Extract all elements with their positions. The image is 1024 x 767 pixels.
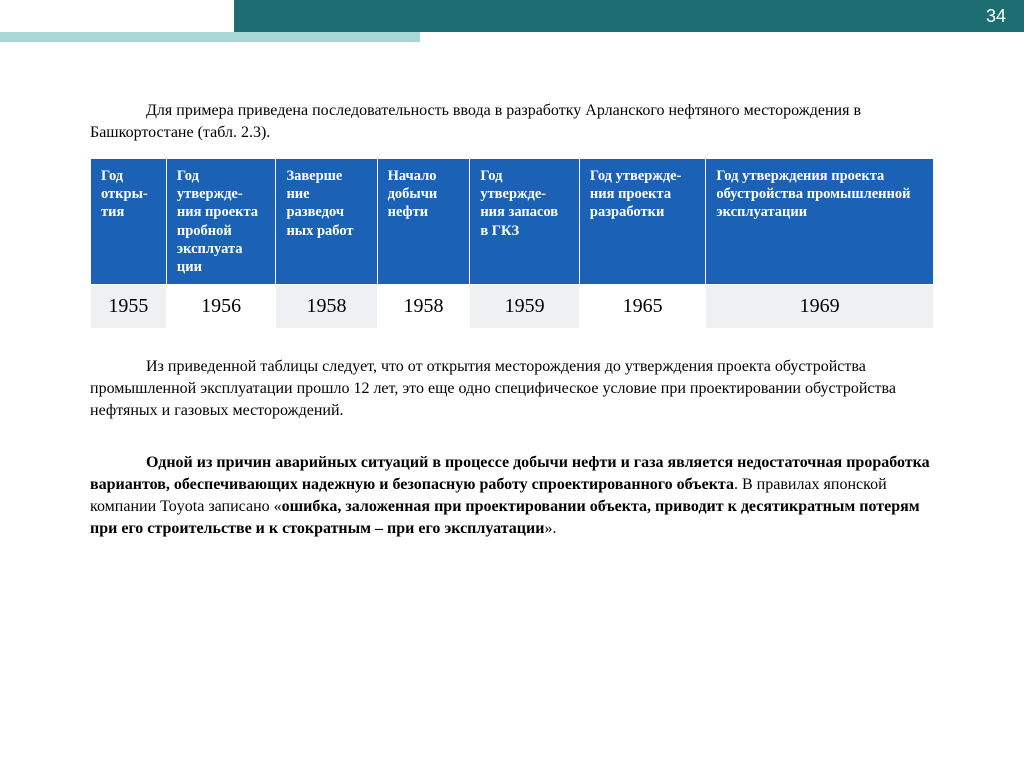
col-header-4: Год утвержде-ния запасов в ГКЗ bbox=[470, 159, 580, 285]
col-header-2: Заверше ние разведоч ных работ bbox=[276, 159, 377, 285]
col-header-5: Год утвержде-ния проекта разработки bbox=[579, 159, 705, 285]
cell-0-3: 1958 bbox=[377, 284, 470, 328]
cell-0-6: 1969 bbox=[706, 284, 934, 328]
paragraph-intro: Для примера приведена последовательность… bbox=[90, 100, 934, 144]
page-content: Для примера приведена последовательность… bbox=[90, 100, 934, 548]
header-light-strip bbox=[0, 32, 420, 42]
cell-0-0: 1955 bbox=[91, 284, 167, 328]
cell-0-2: 1958 bbox=[276, 284, 377, 328]
col-header-1: Год утвержде-ния проекта пробной эксплуа… bbox=[166, 159, 276, 285]
header-teal-strip: 34 bbox=[234, 0, 1024, 32]
page-number: 34 bbox=[986, 6, 1006, 27]
col-header-3: Начало добычи нефти bbox=[377, 159, 470, 285]
col-header-6: Год утверждения проекта обустройства про… bbox=[706, 159, 934, 285]
cell-0-5: 1965 bbox=[579, 284, 705, 328]
paragraph-analysis: Из приведенной таблицы следует, что от о… bbox=[90, 356, 934, 422]
cell-0-4: 1959 bbox=[470, 284, 580, 328]
cell-0-1: 1956 bbox=[166, 284, 276, 328]
emph-norm-b: ». bbox=[544, 520, 556, 537]
arlan-sequence-table: Год откры-тия Год утвержде-ния проекта п… bbox=[90, 158, 934, 328]
table-header-row: Год откры-тия Год утвержде-ния проекта п… bbox=[91, 159, 934, 285]
table-row: 1955 1956 1958 1958 1959 1965 1969 bbox=[91, 284, 934, 328]
header-bar: 34 bbox=[0, 0, 1024, 42]
col-header-0: Год откры-тия bbox=[91, 159, 167, 285]
paragraph-emphasis: Одной из причин аварийных ситуаций в про… bbox=[90, 452, 934, 540]
